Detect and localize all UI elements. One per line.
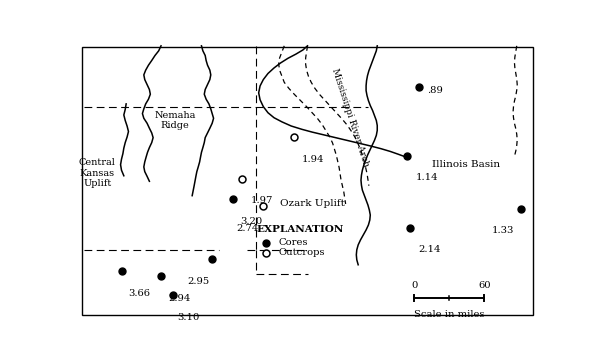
Text: Mississippi River Arch: Mississippi River Arch <box>330 67 370 168</box>
Text: 3.66: 3.66 <box>128 289 151 298</box>
Text: 0: 0 <box>411 281 418 290</box>
Text: 2.74: 2.74 <box>236 224 259 233</box>
Text: EXPLANATION: EXPLANATION <box>256 225 344 234</box>
Text: 1.97: 1.97 <box>251 196 273 205</box>
Text: Cores: Cores <box>278 238 308 247</box>
Text: .89: .89 <box>427 86 443 95</box>
Text: 2.95: 2.95 <box>188 278 210 286</box>
Text: 1.94: 1.94 <box>302 155 325 164</box>
Text: Central
Kansas
Uplift: Central Kansas Uplift <box>79 158 116 188</box>
Text: Ozark Uplift: Ozark Uplift <box>280 199 344 208</box>
Text: Scale in miles: Scale in miles <box>414 309 485 318</box>
Text: 1.33: 1.33 <box>492 225 514 234</box>
Text: Illinois Basin: Illinois Basin <box>431 160 500 169</box>
Text: Nemaha
Ridge: Nemaha Ridge <box>154 111 196 130</box>
Text: 2.94: 2.94 <box>168 294 190 303</box>
Text: 3.20: 3.20 <box>240 217 262 226</box>
Text: 1.14: 1.14 <box>416 173 439 182</box>
Text: 60: 60 <box>478 281 491 290</box>
Text: 2.14: 2.14 <box>418 245 440 254</box>
Text: Outcrops: Outcrops <box>278 248 325 257</box>
Text: 3.10: 3.10 <box>178 313 200 322</box>
